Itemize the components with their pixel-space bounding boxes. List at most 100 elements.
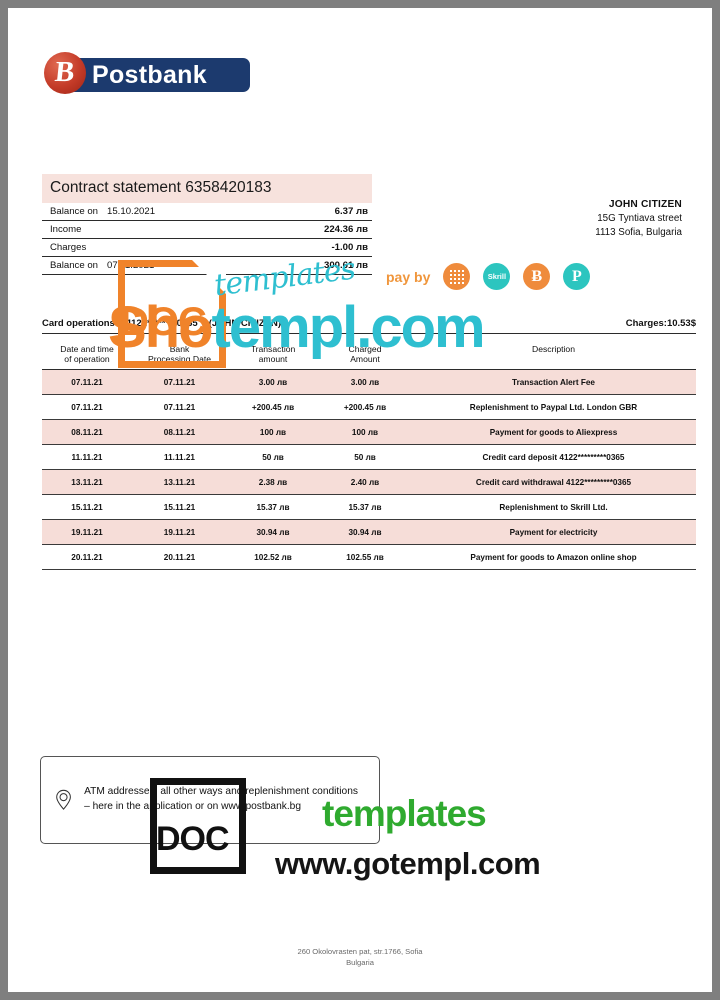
pay-by-methods: pay by Skrill Ƀ P — [386, 263, 591, 290]
card-operations-label: Card operations — [42, 318, 115, 329]
atm-info-text: ATM addresses, all other ways and replen… — [84, 786, 358, 812]
cell-bank-date: 07.11.21 — [132, 394, 227, 420]
summary-date: 15.10.2021 — [107, 206, 156, 217]
customer-street: 15G Tyntiava street — [597, 213, 682, 225]
column-header-date: Date and time of operation — [42, 342, 132, 370]
neteller-dots — [448, 268, 465, 285]
table-header-row: Date and time of operation Bank Processi… — [42, 342, 696, 370]
customer-name: JOHN CITIZEN — [608, 199, 682, 210]
paypal-icon[interactable]: P — [563, 263, 591, 290]
cell-charged: 2.40 лв — [319, 469, 411, 495]
cell-description: Credit card deposit 4122*********0365 — [411, 444, 696, 470]
doc-fold-corner — [192, 260, 226, 294]
cell-charged: 30.94 лв — [319, 519, 411, 545]
skrill-icon[interactable]: Skrill — [483, 263, 511, 290]
table-row: 20.11.21 20.11.21 102.52 лв 102.55 лв Pa… — [42, 544, 696, 570]
cell-charged: 102.55 лв — [319, 544, 411, 570]
footer-address-line1: 260 Okolovrasten pat, str.1766, Sofia — [297, 947, 423, 956]
cell-date: 07.11.21 — [42, 394, 132, 420]
pay-by-label: pay by — [386, 268, 431, 285]
column-header-desc-line2: Description — [532, 344, 575, 354]
skrill-label: Skrill — [487, 272, 507, 281]
column-header-description: Description — [411, 342, 696, 370]
card-operations-header: Card operations 4122********0365 (JOHN C… — [42, 318, 696, 334]
cell-amount: 100 лв — [227, 419, 319, 445]
summary-value: 6.37 лв — [334, 206, 368, 217]
cell-charged: 15.37 лв — [319, 494, 411, 520]
atm-info-box: ATM addresses, all other ways and replen… — [40, 756, 380, 844]
transactions-table: Date and time of operation Bank Processi… — [42, 342, 696, 570]
cell-date: 08.11.21 — [42, 419, 132, 445]
footer: 260 Okolovrasten pat, str.1766, Sofia Bu… — [8, 946, 712, 969]
cell-amount: 2.38 лв — [227, 469, 319, 495]
logo-circle-icon — [44, 52, 86, 94]
cell-description: Payment for goods to Aliexpress — [411, 419, 696, 445]
column-header-charged-line2: Amount — [350, 354, 380, 364]
column-header-date-line2: of operation — [64, 354, 110, 364]
cell-charged: +200.45 лв — [319, 394, 411, 420]
cell-bank-date: 15.11.21 — [132, 494, 227, 520]
neteller-icon[interactable] — [443, 263, 471, 290]
cell-description: Credit card withdrawal 4122*********0365 — [411, 469, 696, 495]
card-charges-total: Charges:10.53$ — [625, 318, 696, 329]
summary-label: Charges — [50, 242, 87, 253]
cardholder-name: (JOHN CITIZEN) — [208, 318, 282, 329]
cell-amount: +200.45 лв — [227, 394, 319, 420]
cell-date: 19.11.21 — [42, 519, 132, 545]
table-body: 07.11.21 07.11.21 3.00 лв 3.00 лв Transa… — [42, 369, 696, 570]
doc-file-icon-black — [150, 778, 246, 874]
footer-address-line2: Bulgaria — [346, 958, 374, 968]
column-header-bank-line1: Bank — [169, 344, 190, 354]
table-row: 08.11.21 08.11.21 100 лв 100 лв Payment … — [42, 419, 696, 445]
summary-row: Income 224.36 лв — [42, 221, 372, 239]
cell-bank-date: 11.11.21 — [132, 444, 227, 470]
bitcoin-glyph: Ƀ — [531, 267, 543, 285]
logo-bar — [68, 58, 250, 92]
cell-description: Replenishment to Skrill Ltd. — [411, 494, 696, 520]
cell-description: Payment for electricity — [411, 519, 696, 545]
summary-value: 224.36 лв — [323, 224, 368, 235]
cell-bank-date: 13.11.21 — [132, 469, 227, 495]
watermark-site-url: www.gotempl.com — [275, 846, 541, 881]
cell-charged: 100 лв — [319, 419, 411, 445]
summary-label: Balance on — [50, 206, 99, 217]
summary-label: Balance on — [50, 260, 99, 271]
summary-value: -1.00 лв — [331, 242, 368, 253]
table-row: 07.11.21 07.11.21 +200.45 лв +200.45 лв … — [42, 394, 696, 420]
cell-bank-date: 08.11.21 — [132, 419, 227, 445]
cell-date: 20.11.21 — [42, 544, 132, 570]
cell-description: Replenishment to Paypal Ltd. London GBR — [411, 394, 696, 420]
column-header-amount-line1: Transaction — [250, 344, 296, 354]
paypal-glyph: P — [571, 267, 582, 285]
cell-bank-date: 07.11.21 — [132, 369, 227, 395]
summary-label: Income — [50, 224, 82, 235]
summary-row: Charges -1.00 лв — [42, 239, 372, 257]
table-row: 07.11.21 07.11.21 3.00 лв 3.00 лв Transa… — [42, 369, 696, 395]
cell-date: 15.11.21 — [42, 494, 132, 520]
column-header-amount-line2: amount — [258, 354, 288, 364]
table-row: 15.11.21 15.11.21 15.37 лв 15.37 лв Repl… — [42, 494, 696, 520]
table-header: Date and time of operation Bank Processi… — [42, 342, 696, 370]
bitcoin-icon[interactable]: Ƀ — [523, 263, 551, 290]
summary-value: 300.61 лв — [323, 260, 368, 271]
doc-file-icon — [118, 260, 226, 368]
cell-amount: 3.00 лв — [227, 369, 319, 395]
column-header-date-line1: Date and time — [60, 344, 114, 354]
cell-amount: 102.52 лв — [227, 544, 319, 570]
map-pin-icon — [56, 789, 71, 810]
table-row: 11.11.21 11.11.21 50 лв 50 лв Credit car… — [42, 444, 696, 470]
column-header-charged: Charged Amount — [319, 342, 411, 370]
page-title: Contract statement 6358420183 — [42, 174, 372, 203]
cell-amount: 50 лв — [227, 444, 319, 470]
column-header-amount: Transaction amount — [227, 342, 319, 370]
cell-date: 13.11.21 — [42, 469, 132, 495]
cell-date: 07.11.21 — [42, 369, 132, 395]
statement-document: Postbank B Contract statement 6358420183… — [8, 8, 712, 992]
table-row: 13.11.21 13.11.21 2.38 лв 2.40 лв Credit… — [42, 469, 696, 495]
logo-monogram: B — [53, 56, 77, 88]
summary-row: Balance on 15.10.2021 6.37 лв — [42, 203, 372, 221]
cell-charged: 50 лв — [319, 444, 411, 470]
table-row: 19.11.21 19.11.21 30.94 лв 30.94 лв Paym… — [42, 519, 696, 545]
cell-bank-date: 20.11.21 — [132, 544, 227, 570]
statement-summary: Contract statement 6358420183 Balance on… — [42, 174, 372, 275]
